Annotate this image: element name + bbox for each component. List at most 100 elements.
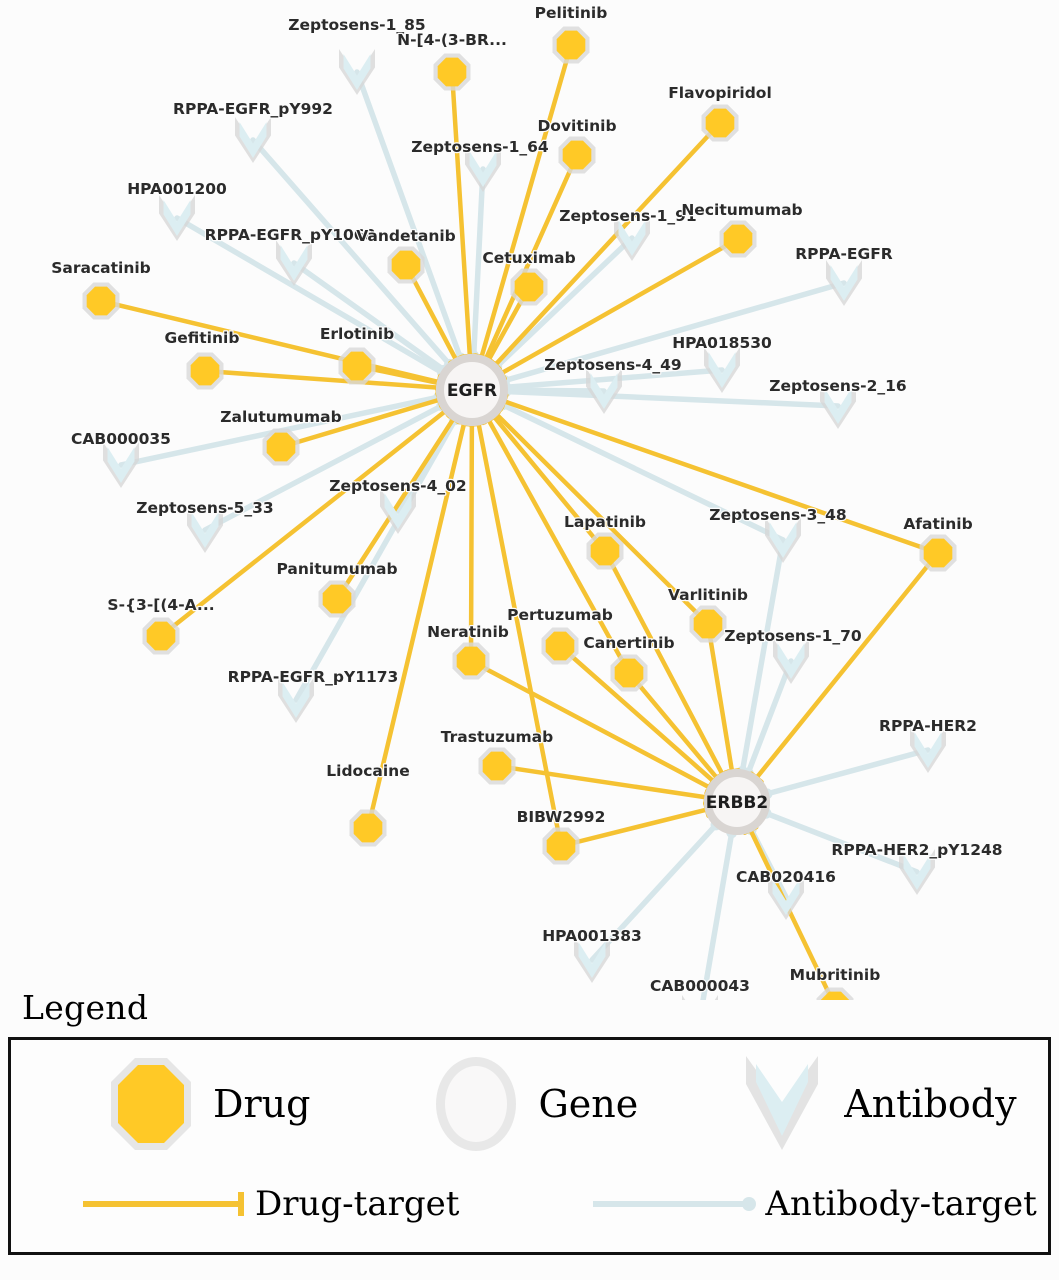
- antibody-node[interactable]: [899, 849, 935, 895]
- antibody-node[interactable]: [773, 638, 809, 684]
- drug-octagon-icon: [266, 432, 296, 462]
- drug-node[interactable]: [338, 347, 376, 385]
- antibody-node[interactable]: [159, 195, 195, 241]
- legend-item-drug: Drug: [103, 1052, 310, 1156]
- drug-octagon-icon: [437, 57, 467, 87]
- drug-node[interactable]: [552, 26, 590, 64]
- antibody-vee-icon: [772, 879, 800, 915]
- legend-label-gene: Gene: [538, 1082, 639, 1126]
- drug-node[interactable]: [610, 654, 648, 692]
- gene-circle-icon: [704, 769, 770, 835]
- antibody-node[interactable]: [235, 117, 271, 163]
- antibody-node[interactable]: [910, 727, 946, 773]
- drug-label: Trastuzumab: [441, 728, 553, 746]
- drug-node[interactable]: [349, 809, 387, 847]
- antibody-node[interactable]: [103, 442, 139, 488]
- drug-node[interactable]: [433, 53, 471, 91]
- drug-node[interactable]: [82, 282, 120, 320]
- drug-octagon-icon: [820, 991, 850, 1000]
- drug-node[interactable]: [318, 580, 356, 618]
- drug-label: Panitumumab: [276, 560, 397, 578]
- antibody-vee-icon: [914, 732, 942, 768]
- antibody-node[interactable]: [278, 677, 314, 723]
- antibody-vee-icon: [824, 388, 852, 424]
- drug-node[interactable]: [558, 136, 596, 174]
- drug-node[interactable]: [262, 428, 300, 466]
- drug-label: Erlotinib: [320, 325, 394, 343]
- antibody-target-edge: [589, 822, 719, 963]
- legend-item-drug-target: Drug-target: [79, 1184, 459, 1224]
- legend-label-drug: Drug: [213, 1082, 311, 1126]
- antibody-label: RPPA-EGFR_pY992: [173, 100, 333, 118]
- antibody-label: Zeptosens-1_64: [411, 138, 549, 156]
- drug-target-edge: [334, 416, 456, 602]
- antibody-node[interactable]: [704, 347, 740, 393]
- drug-node[interactable]: [510, 268, 548, 306]
- antibody-label: CAB000043: [650, 977, 750, 995]
- drug-label: Lapatinib: [564, 513, 646, 531]
- drug-node[interactable]: [186, 352, 224, 390]
- antibody-node[interactable]: [276, 240, 312, 286]
- drug-node[interactable]: [478, 747, 516, 785]
- antibody-node[interactable]: [380, 488, 416, 534]
- drug-node[interactable]: [701, 104, 739, 142]
- drug-node[interactable]: [586, 532, 624, 570]
- legend-edge-row: Drug-target Antibody-target: [11, 1168, 1048, 1240]
- network-svg[interactable]: Zeptosens-1_85 RPPA-EGFR_pY992 Zeptosens-1…: [0, 0, 1059, 1000]
- drug-target-edge: [748, 827, 835, 1000]
- legend-label-antibody-target: Antibody-target: [765, 1184, 1037, 1224]
- drug-node[interactable]: [719, 220, 757, 258]
- drug-octagon-icon: [556, 30, 586, 60]
- drug-target-edge: [499, 236, 741, 376]
- antibody-vee-icon: [239, 122, 267, 158]
- antibody-node[interactable]: [614, 215, 650, 261]
- drug-target-edge: [479, 42, 574, 360]
- antibody-node[interactable]: [339, 49, 375, 95]
- drug-label: Necitumumab: [681, 201, 802, 219]
- antibody-node[interactable]: [765, 517, 801, 563]
- drug-target-edge: [494, 763, 709, 800]
- drug-octagon-icon: [322, 584, 352, 614]
- gene-node-egfr[interactable]: [436, 354, 508, 426]
- antibody-label: Zeptosens-2_16: [769, 377, 906, 395]
- antibody-node[interactable]: [465, 146, 501, 192]
- drug-node[interactable]: [142, 617, 180, 655]
- drug-node[interactable]: [542, 827, 580, 865]
- antibody-label: HPA001200: [127, 180, 227, 198]
- antibody-target-edge: [291, 260, 448, 374]
- drug-target-edge: [492, 120, 723, 368]
- drug-node[interactable]: [452, 642, 490, 680]
- gene-node-erbb2[interactable]: [704, 769, 770, 835]
- antibody-target-edge: [745, 658, 794, 776]
- antibody-target-edge: [763, 810, 920, 875]
- drug-octagon-icon: [514, 272, 544, 302]
- antibody-node[interactable]: [574, 937, 610, 983]
- network-graph-canvas[interactable]: Zeptosens-1_85 RPPA-EGFR_pY992 Zeptosens-1…: [0, 0, 1059, 1000]
- antibody-label: RPPA-HER2_pY1248: [831, 841, 1002, 859]
- drug-node[interactable]: [387, 246, 425, 284]
- antibody-node[interactable]: [586, 368, 622, 414]
- antibody-node[interactable]: [187, 507, 223, 553]
- drug-label: S-{3-[(4-A...: [107, 596, 214, 614]
- drug-target-edge-icon: [83, 1192, 244, 1216]
- drug-label: Pertuzumab: [507, 606, 613, 624]
- drug-node[interactable]: [689, 605, 727, 643]
- drug-target-edge: [705, 621, 735, 774]
- legend: Legend Drug Gene: [0, 988, 1059, 1255]
- antibody-label: HPA001383: [542, 927, 642, 945]
- drug-octagon-icon: [342, 351, 372, 381]
- drug-label: Afatinib: [903, 515, 972, 533]
- antibody-target-edge: [493, 235, 635, 370]
- drug-node[interactable]: [541, 627, 579, 665]
- antibody-node[interactable]: [820, 383, 856, 429]
- antibody-label: Zeptosens-3_48: [709, 506, 846, 524]
- drug-node[interactable]: [919, 534, 957, 572]
- drug-label: Gefitinib: [165, 329, 240, 347]
- antibody-node[interactable]: [768, 874, 804, 920]
- antibody-node[interactable]: [826, 260, 862, 306]
- node-layer[interactable]: [82, 26, 957, 1000]
- drug-target-edge: [98, 298, 442, 385]
- antibody-vee-icon: [708, 352, 736, 388]
- drug-node[interactable]: [816, 987, 854, 1000]
